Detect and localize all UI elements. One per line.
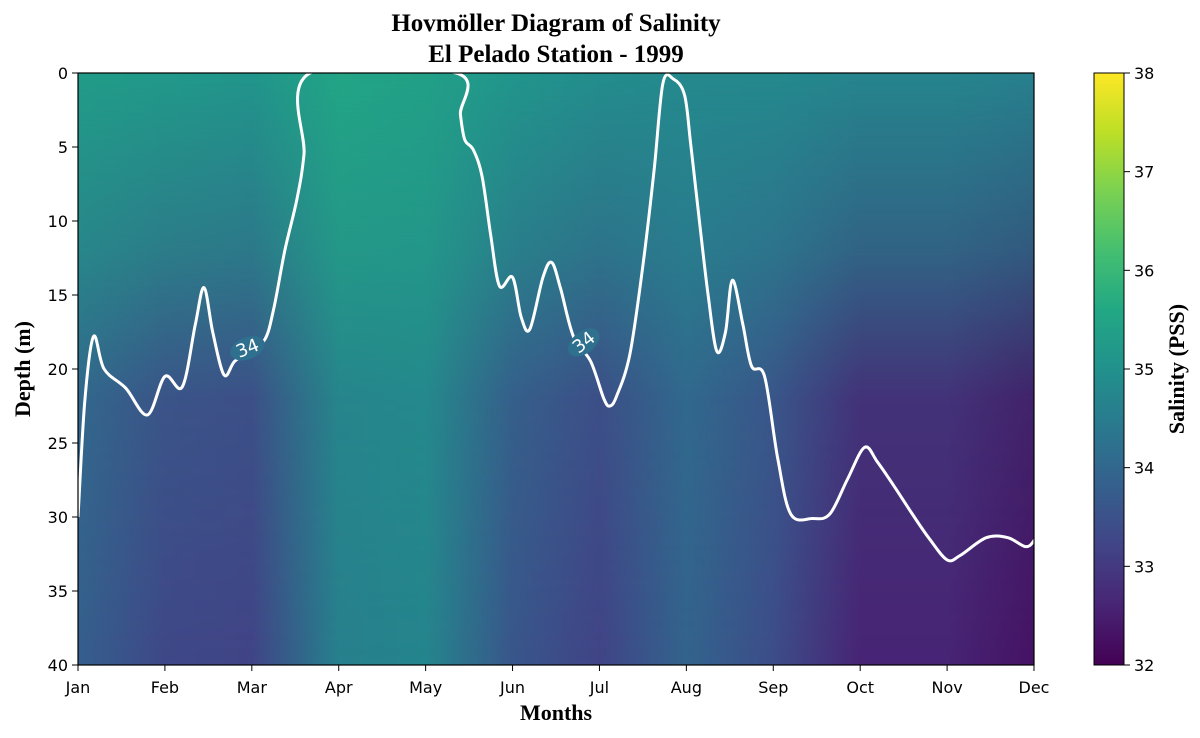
heatmap-deep-layer (78, 73, 1034, 665)
y-tick-label: 10 (48, 212, 68, 231)
x-tick-label: May (409, 678, 442, 697)
colorbar-gradient (1093, 72, 1125, 666)
x-tick-label: Apr (325, 678, 353, 697)
y-axis-title: Depth (m) (10, 321, 35, 417)
chart-title: Hovmöller Diagram of Salinity (391, 10, 721, 37)
x-tick-label: Jun (499, 678, 525, 697)
y-axis-ticks: 0 5 10 15 20 25 30 35 40 (48, 64, 78, 675)
x-tick-label: Oct (846, 678, 874, 697)
contour-label-gap (568, 328, 600, 357)
colorbar-label: Salinity (PSS) (1164, 304, 1189, 434)
colorbar-ticks: 32 33 34 35 36 37 38 (1124, 64, 1154, 675)
heatmap (78, 73, 1034, 665)
x-tick-label: Jul (589, 678, 609, 697)
y-tick-label: 20 (48, 360, 68, 379)
colorbar-tick-label: 35 (1134, 360, 1154, 379)
y-tick-label: 35 (48, 582, 68, 601)
x-tick-label: Feb (151, 678, 179, 697)
x-tick-label: Nov (931, 678, 962, 697)
y-tick-label: 5 (58, 138, 68, 157)
chart-subtitle: El Pelado Station - 1999 (428, 41, 684, 68)
x-axis-title: Months (520, 700, 593, 725)
colorbar-tick-label: 32 (1134, 656, 1154, 675)
x-axis-ticks: Jan Feb Mar Apr May Jun Jul Aug Sep Oct Nov Dec (65, 665, 1050, 697)
colorbar: 32 33 34 35 36 37 38 Salinity (PSS) (1093, 64, 1189, 675)
y-tick-label: 25 (48, 434, 68, 453)
colorbar-tick-label: 34 (1134, 459, 1154, 478)
y-tick-label: 15 (48, 286, 68, 305)
contour-line-34 (76, 63, 1049, 563)
colorbar-tick-label: 37 (1134, 163, 1154, 182)
colorbar-tick-label: 36 (1134, 261, 1154, 280)
x-tick-label: Dec (1019, 678, 1050, 697)
y-tick-label: 30 (48, 508, 68, 527)
y-tick-label: 0 (58, 64, 68, 83)
x-tick-label: Mar (237, 678, 268, 697)
y-tick-label: 40 (48, 656, 68, 675)
contour-label-gap (230, 336, 265, 361)
x-tick-label: Jan (65, 678, 91, 697)
colorbar-tick-label: 33 (1134, 557, 1154, 576)
colorbar-tick-label: 38 (1134, 64, 1154, 83)
x-tick-label: Sep (758, 678, 788, 697)
x-tick-label: Aug (671, 678, 702, 697)
